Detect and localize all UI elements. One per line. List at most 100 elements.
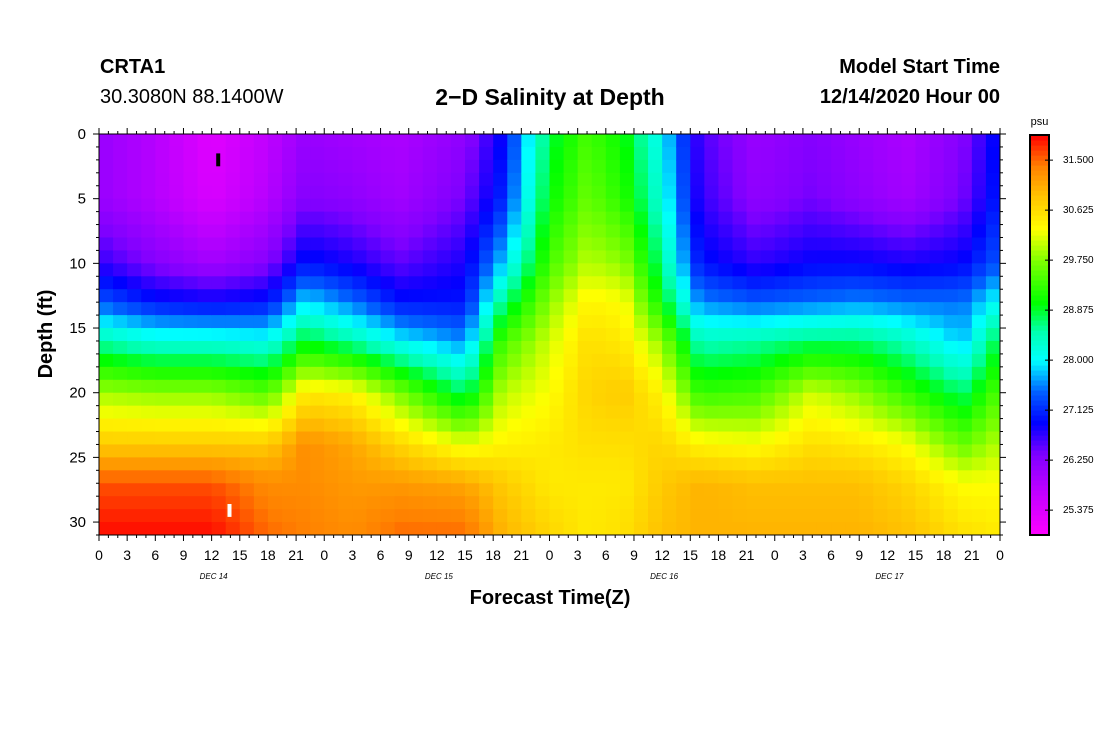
heatmap-cell: [718, 431, 734, 446]
heatmap-cell: [450, 315, 466, 329]
heatmap-cell: [957, 353, 973, 368]
heatmap-cell: [676, 289, 691, 303]
colorbar-segment: [1030, 235, 1049, 241]
heatmap-cell: [760, 328, 776, 342]
x-tick-label: 3: [123, 547, 131, 563]
heatmap-cell: [422, 509, 438, 523]
heatmap-cell: [915, 457, 931, 471]
heatmap-cell: [845, 198, 860, 213]
heatmap-cell: [422, 134, 438, 148]
heatmap-cell: [859, 211, 874, 226]
heatmap-cell: [507, 496, 522, 510]
heatmap-cell: [690, 276, 705, 290]
heatmap-cell: [127, 198, 142, 213]
heatmap-cell: [591, 211, 607, 226]
heatmap-cell: [704, 159, 720, 174]
heatmap-cell: [127, 237, 142, 252]
heatmap-cell: [267, 392, 283, 407]
heatmap-cell: [746, 431, 762, 446]
heatmap-cell: [732, 276, 748, 290]
heatmap-cell: [310, 522, 325, 535]
heatmap-cell: [155, 159, 170, 174]
heatmap-cell: [690, 185, 705, 200]
heatmap-cell: [479, 224, 494, 239]
heatmap-cell: [732, 431, 748, 446]
heatmap-cell: [521, 457, 537, 471]
heatmap-cell: [155, 405, 170, 420]
colorbar-segment: [1030, 140, 1049, 146]
heatmap-cell: [788, 302, 804, 316]
heatmap-cell: [436, 250, 452, 264]
x-tick-label: 18: [485, 547, 501, 563]
heatmap-cell: [802, 211, 818, 226]
heatmap-cell: [859, 224, 874, 239]
heatmap-cell: [310, 159, 325, 174]
heatmap-cell: [845, 340, 860, 355]
heatmap-cell: [422, 315, 438, 329]
heatmap-cell: [436, 172, 452, 187]
x-tick-label: 15: [908, 547, 924, 563]
colorbar-tick-label: 29.750: [1063, 255, 1094, 266]
heatmap-cell: [225, 483, 241, 497]
heatmap-cell: [732, 172, 748, 187]
heatmap-cell: [338, 159, 354, 174]
heatmap-cell: [521, 366, 537, 381]
heatmap-cell: [690, 418, 705, 433]
heatmap-cell: [253, 328, 269, 342]
heatmap-cell: [352, 302, 368, 316]
colorbar-segment: [1030, 530, 1049, 536]
heatmap-cell: [394, 483, 410, 497]
heatmap-cell: [704, 276, 720, 290]
heatmap-cell: [380, 134, 396, 148]
heatmap-cell: [873, 237, 888, 252]
colorbar-segment: [1030, 430, 1049, 436]
heatmap-cell: [113, 392, 128, 407]
colorbar-segment: [1030, 295, 1049, 301]
heatmap-cell: [957, 276, 973, 290]
heatmap-cell: [380, 276, 396, 290]
colorbar-segment: [1030, 445, 1049, 451]
heatmap-cell: [957, 211, 973, 226]
heatmap-cell: [493, 366, 508, 381]
heatmap-cell: [183, 263, 199, 277]
heatmap-cell: [521, 134, 537, 148]
heatmap-cell: [225, 457, 241, 471]
heatmap-cell: [310, 237, 325, 252]
heatmap-cell: [352, 340, 368, 355]
heatmap-cell: [113, 418, 128, 433]
heatmap-cell: [99, 250, 114, 264]
heatmap-cell: [521, 276, 537, 290]
heatmap-cell: [450, 172, 466, 187]
heatmap-cell: [859, 496, 874, 510]
heatmap-cell: [746, 276, 762, 290]
heatmap-cell: [690, 405, 705, 420]
heatmap-cell: [479, 289, 494, 303]
heatmap-cell: [422, 289, 438, 303]
x-tick-label: 6: [377, 547, 385, 563]
heatmap-cell: [535, 146, 551, 161]
heatmap-cell: [690, 379, 705, 394]
heatmap-cell: [957, 418, 973, 433]
heatmap-cell: [605, 457, 621, 471]
heatmap-cell: [141, 457, 156, 471]
heatmap-cell: [113, 172, 128, 187]
heatmap-cell: [633, 198, 649, 213]
heatmap-cell: [366, 302, 382, 316]
heatmap-cell: [732, 483, 748, 497]
heatmap-cell: [465, 379, 480, 394]
heatmap-cell: [690, 134, 705, 148]
heatmap-cell: [169, 418, 185, 433]
heatmap-cell: [225, 431, 241, 446]
heatmap-cell: [985, 366, 1000, 381]
heatmap-cell: [296, 237, 311, 252]
heatmap-cell: [211, 392, 227, 407]
heatmap-cell: [366, 134, 382, 148]
heatmap-cell: [225, 185, 241, 200]
heatmap-cell: [507, 418, 522, 433]
y-tick-label: 0: [78, 126, 86, 143]
heatmap-cell: [718, 198, 734, 213]
heatmap-cell: [718, 146, 734, 161]
heatmap-cell: [267, 263, 283, 277]
heatmap-cell: [704, 146, 720, 161]
